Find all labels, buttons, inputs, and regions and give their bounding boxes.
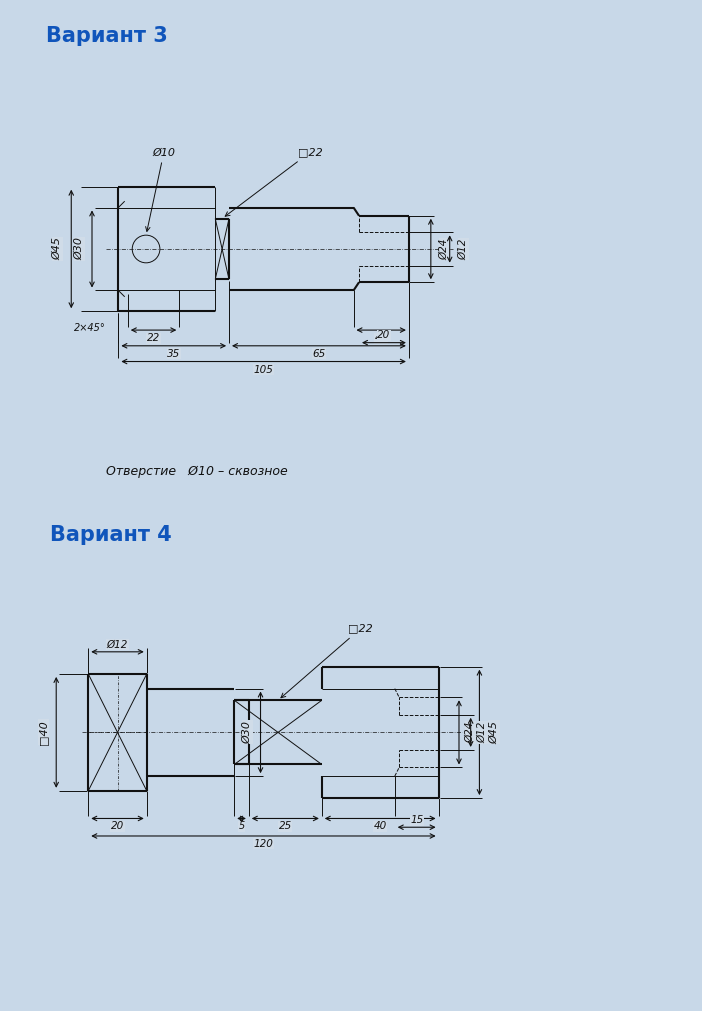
- Text: Ø10: Ø10: [145, 148, 176, 232]
- Text: □22: □22: [225, 148, 322, 216]
- Text: Ø12: Ø12: [107, 640, 128, 650]
- Text: □22: □22: [281, 624, 373, 698]
- Text: 35: 35: [167, 349, 180, 359]
- Text: □40: □40: [39, 720, 48, 745]
- Text: 65: 65: [312, 349, 326, 359]
- Text: 5: 5: [239, 821, 245, 831]
- Text: 40: 40: [373, 821, 387, 831]
- Text: 105: 105: [253, 365, 274, 375]
- Text: Ø12: Ø12: [458, 239, 468, 260]
- Text: Ø45: Ø45: [53, 238, 62, 261]
- Text: 40: 40: [375, 334, 388, 344]
- Text: 20: 20: [111, 821, 124, 831]
- Text: Отверстие   Ø10 – сквозное: Отверстие Ø10 – сквозное: [106, 465, 288, 478]
- Text: 120: 120: [253, 838, 273, 848]
- Text: 20: 20: [377, 331, 390, 340]
- Text: 15: 15: [410, 815, 423, 825]
- Text: 25: 25: [279, 821, 292, 831]
- Text: Ø24: Ø24: [465, 722, 476, 743]
- Text: 22: 22: [147, 334, 160, 344]
- Text: Ø45: Ø45: [489, 721, 499, 744]
- Text: Вариант 4: Вариант 4: [51, 525, 172, 545]
- Text: Ø30: Ø30: [74, 238, 84, 261]
- Text: 2×45°: 2×45°: [74, 324, 106, 334]
- Text: Вариант 3: Вариант 3: [46, 26, 168, 45]
- Text: Ø12: Ø12: [477, 722, 487, 743]
- Text: Ø30: Ø30: [243, 721, 253, 744]
- Text: Ø24: Ø24: [439, 239, 450, 260]
